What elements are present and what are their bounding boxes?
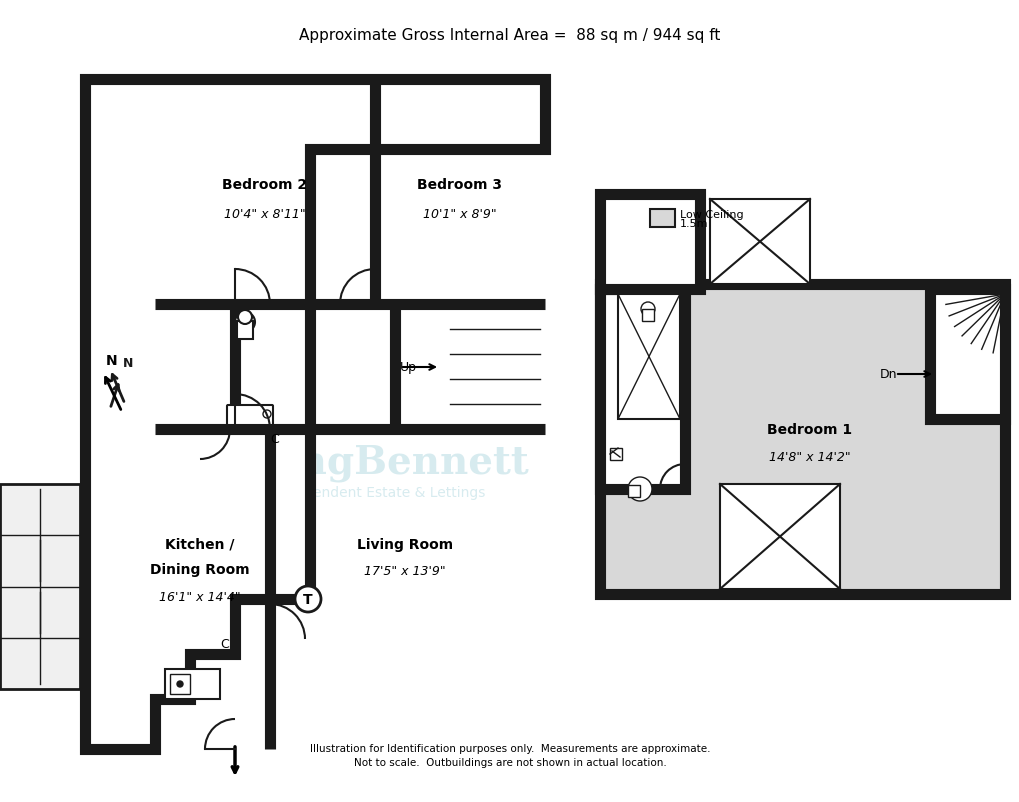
Bar: [236, 322, 253, 339]
Circle shape: [237, 310, 252, 325]
Text: C: C: [220, 638, 229, 650]
Text: Approximate Gross Internal Area =  88 sq m / 944 sq ft: Approximate Gross Internal Area = 88 sq …: [299, 28, 720, 43]
Circle shape: [234, 313, 255, 333]
Text: 10'1" x 8'9": 10'1" x 8'9": [423, 209, 496, 221]
Bar: [599, 290, 685, 489]
Text: T: T: [303, 592, 313, 606]
Text: Up: Up: [399, 361, 417, 374]
Text: Bedroom 3: Bedroom 3: [417, 178, 502, 192]
Bar: [0, 484, 79, 689]
Text: Dn: Dn: [879, 368, 897, 381]
Circle shape: [263, 411, 271, 419]
Circle shape: [177, 681, 182, 687]
Text: Living Room: Living Room: [357, 537, 452, 551]
Bar: [599, 195, 699, 290]
Circle shape: [628, 477, 651, 501]
FancyBboxPatch shape: [227, 406, 273, 426]
Bar: [599, 285, 1004, 594]
Text: Illustration for Identification purposes only.  Measurements are approximate.
No: Illustration for Identification purposes…: [310, 743, 709, 767]
Text: Independent Estate & Lettings: Independent Estate & Lettings: [274, 485, 485, 500]
Text: 16'1" x 14'4": 16'1" x 14'4": [159, 591, 240, 604]
Bar: [618, 294, 680, 419]
Text: N: N: [106, 354, 117, 367]
Text: N: N: [123, 357, 133, 370]
Bar: [709, 200, 809, 285]
Bar: [628, 485, 639, 497]
Circle shape: [294, 586, 321, 612]
Bar: [649, 210, 675, 228]
Text: 10'4" x 8'11": 10'4" x 8'11": [224, 209, 306, 221]
Text: Kitchen /: Kitchen /: [165, 537, 234, 551]
Circle shape: [640, 302, 654, 317]
Text: C: C: [270, 433, 279, 446]
Text: 17'5" x 13'9": 17'5" x 13'9": [364, 565, 445, 577]
Bar: [609, 448, 622, 460]
Text: Low Ceiling: Low Ceiling: [680, 210, 743, 220]
Polygon shape: [85, 80, 544, 749]
Text: 14'8" x 14'2": 14'8" x 14'2": [768, 451, 850, 464]
Text: Bedroom 2: Bedroom 2: [222, 178, 308, 192]
Bar: [641, 310, 653, 322]
Bar: [165, 669, 220, 699]
Bar: [929, 290, 1004, 419]
Bar: [719, 484, 840, 589]
Text: LaingBennett: LaingBennett: [231, 444, 529, 482]
Text: 1.5m: 1.5m: [680, 219, 708, 229]
Bar: [170, 674, 190, 695]
Text: Bedroom 1: Bedroom 1: [766, 423, 852, 436]
Text: Dining Room: Dining Room: [150, 562, 250, 577]
